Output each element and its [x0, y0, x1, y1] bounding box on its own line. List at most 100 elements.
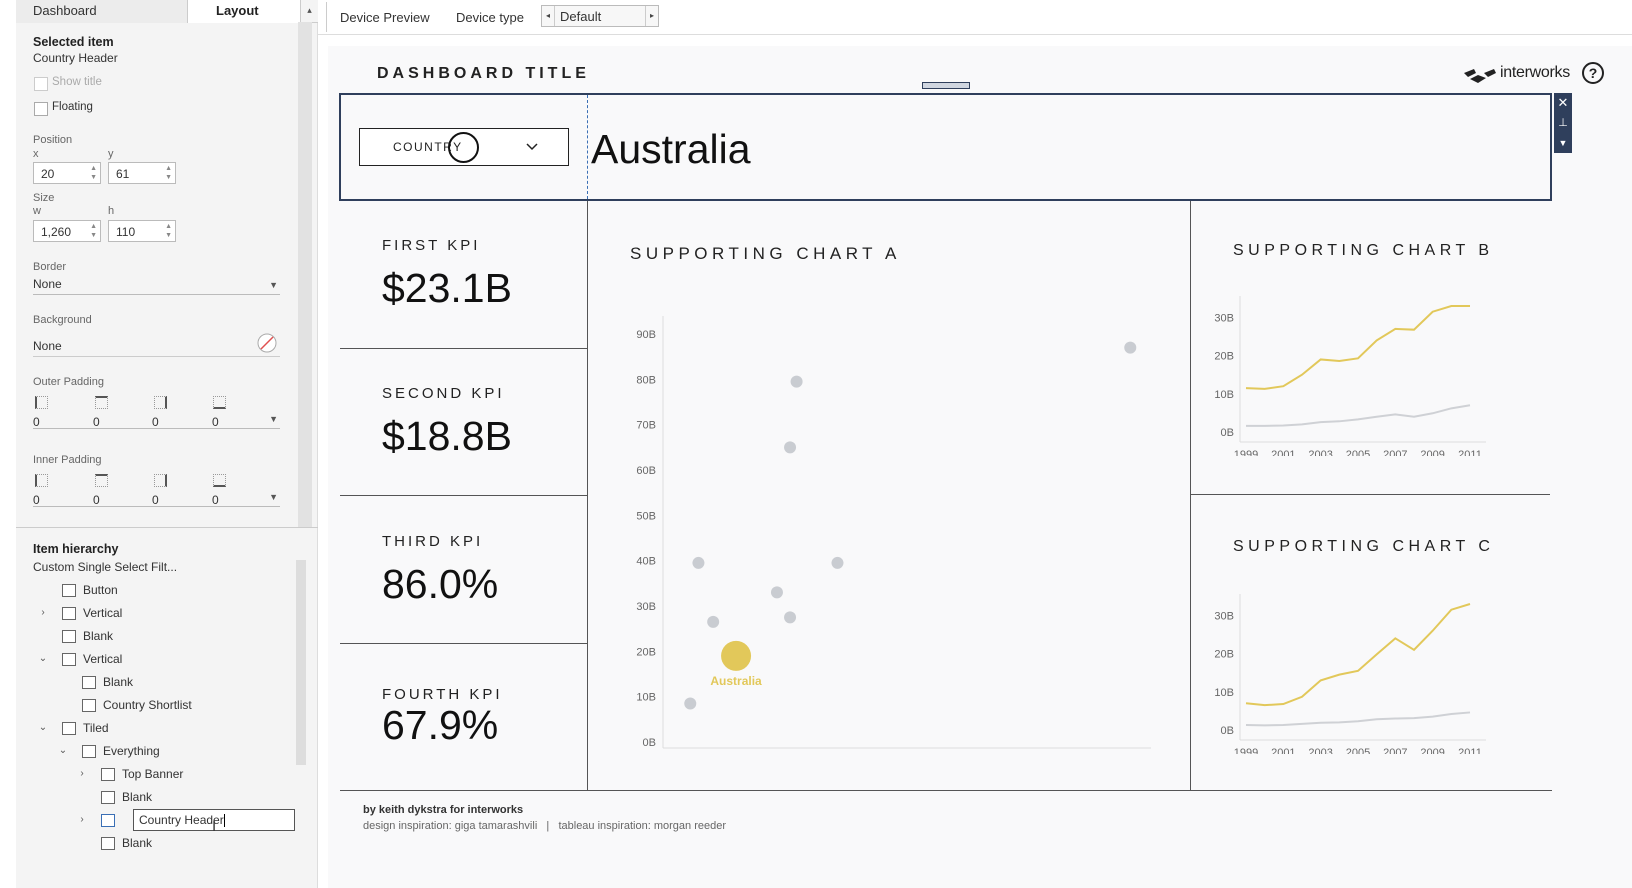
- inner-padding-right[interactable]: 0: [152, 493, 159, 507]
- x-tick-label: 2011: [1458, 449, 1482, 456]
- tab-menu-icon[interactable]: ▴▾: [300, 0, 318, 36]
- tree-item-vertical[interactable]: ⌄ Vertical: [36, 649, 286, 669]
- y-tick-label: 70B: [636, 420, 656, 432]
- y-tick-label: 10B: [1214, 389, 1234, 401]
- position-y-input[interactable]: 61 ▲ ▼: [108, 162, 176, 184]
- country-header-container[interactable]: [339, 93, 1552, 201]
- expand-icon[interactable]: ›: [80, 814, 84, 825]
- y-tick-label: 20B: [1214, 649, 1234, 661]
- inner-padding-bottom[interactable]: 0: [212, 493, 219, 507]
- button-object-icon: [62, 584, 76, 597]
- tree-item-button[interactable]: Button: [36, 580, 286, 600]
- tree-item-label: Blank: [122, 790, 153, 804]
- x-tick-label: 2001: [1271, 449, 1295, 456]
- help-icon[interactable]: ?: [1582, 62, 1604, 84]
- selected-country-line: [1245, 603, 1471, 707]
- tree-item-blank[interactable]: Blank: [36, 626, 286, 646]
- prev-arrow-icon[interactable]: ◂: [542, 6, 555, 26]
- tree-item-blank[interactable]: Blank: [56, 672, 286, 692]
- expand-icon[interactable]: ›: [41, 607, 45, 618]
- tree-item-label: Tiled: [83, 721, 109, 735]
- x-tick-label: 2007: [1383, 747, 1407, 754]
- tree-item-label: Vertical: [83, 652, 123, 666]
- chevron-down-icon: [526, 143, 538, 151]
- dashboard-title: DASHBOARD TITLE: [377, 65, 590, 82]
- size-w-input[interactable]: 1,260 ▲ ▼: [33, 220, 101, 242]
- stepper-icon[interactable]: ▲ ▼: [165, 165, 172, 181]
- rename-input[interactable]: Country Header: [133, 809, 295, 831]
- kpi-value: 86.0%: [382, 561, 499, 607]
- x-tick-label: 2003: [1308, 449, 1332, 456]
- kpi-label: THIRD KPI: [382, 533, 484, 550]
- tree-item-top-banner[interactable]: › Top Banner: [75, 764, 286, 784]
- no-color-swatch-icon[interactable]: [256, 332, 278, 354]
- device-preview-button[interactable]: Device Preview: [340, 10, 430, 25]
- inner-padding-left[interactable]: 0: [33, 493, 40, 507]
- item-hierarchy-heading: Item hierarchy: [33, 542, 119, 556]
- layout-pane: Dashboard Layout ▴▾ Selected item Countr…: [16, 0, 318, 888]
- y-tick-label: 80B: [636, 374, 656, 386]
- collapse-icon[interactable]: ⌄: [58, 745, 68, 756]
- kpi-value: $18.8B: [382, 413, 512, 459]
- outer-padding-left[interactable]: 0: [33, 415, 40, 429]
- tree-item-country-header[interactable]: ›: [75, 810, 135, 830]
- outer-padding-dropdown[interactable]: ▼: [33, 411, 280, 429]
- y-tick-label: 20B: [1214, 351, 1234, 363]
- y-tick-label: 10B: [1214, 687, 1234, 699]
- inner-padding-top[interactable]: 0: [93, 493, 100, 507]
- inner-padding-dropdown[interactable]: ▼: [33, 489, 280, 507]
- stepper-icon[interactable]: ▲ ▼: [90, 223, 97, 239]
- y-tick-label: 90B: [636, 329, 656, 341]
- y-tick-label: 0B: [1221, 725, 1234, 737]
- tab-dashboard[interactable]: Dashboard: [16, 0, 188, 23]
- x-tick-label: 2005: [1346, 747, 1370, 754]
- size-h-input[interactable]: 110 ▲ ▼: [108, 220, 176, 242]
- tab-layout[interactable]: Layout: [188, 0, 300, 23]
- stepper-icon[interactable]: ▲ ▼: [90, 165, 97, 181]
- device-type-select[interactable]: ◂ Default ▸: [541, 5, 659, 27]
- tree-item-tiled[interactable]: ⌄ Tiled: [36, 718, 286, 738]
- divider: [587, 201, 588, 791]
- x-tick-label: 1999: [1234, 747, 1258, 754]
- line-chart-c: 0B 10B 20B 30B 1999 2001 2003 2005 2007 2009 2011: [1214, 594, 1486, 754]
- footer-credits: design inspiration: giga tamarashvili | …: [363, 820, 726, 832]
- padding-top-icon: [95, 396, 108, 409]
- divider: [1190, 201, 1191, 791]
- tree-item-label: Vertical: [83, 606, 123, 620]
- collapse-icon[interactable]: ⌄: [38, 722, 48, 733]
- expand-icon[interactable]: ›: [80, 768, 84, 779]
- stepper-icon[interactable]: ▲ ▼: [165, 223, 172, 239]
- tree-item-country-shortlist[interactable]: Country Shortlist: [56, 695, 286, 715]
- background-dropdown[interactable]: None: [33, 339, 280, 357]
- tree-item-blank[interactable]: Blank: [75, 787, 286, 807]
- position-x-value: 20: [41, 167, 55, 181]
- tree-item-label: Country Shortlist: [103, 698, 192, 712]
- border-dropdown[interactable]: None ▼: [33, 277, 280, 295]
- show-title-checkbox[interactable]: [34, 77, 48, 91]
- tree-item-vertical[interactable]: › Vertical: [36, 603, 286, 623]
- scatter-point: [831, 556, 844, 569]
- container-controls: ✕ ⊥ ▼: [1554, 93, 1572, 153]
- move-handle[interactable]: [922, 82, 970, 89]
- outer-padding-top[interactable]: 0: [93, 415, 100, 429]
- padding-left-icon: [35, 396, 48, 409]
- floating-checkbox[interactable]: [34, 102, 48, 116]
- hierarchy-scrollbar[interactable]: [296, 560, 306, 765]
- more-options-icon[interactable]: ▼: [1558, 138, 1568, 148]
- outer-padding-bottom[interactable]: 0: [212, 415, 219, 429]
- y-tick-label: 30B: [636, 601, 656, 613]
- remove-icon[interactable]: ✕: [1557, 95, 1569, 110]
- position-x-input[interactable]: 20 ▲ ▼: [33, 162, 101, 184]
- tree-item-blank[interactable]: Blank: [75, 833, 286, 853]
- hierarchy-root[interactable]: Custom Single Select Filt...: [33, 560, 178, 574]
- outer-padding-right[interactable]: 0: [152, 415, 159, 429]
- next-arrow-icon[interactable]: ▸: [645, 6, 658, 26]
- tree-item-everything[interactable]: ⌄ Everything: [56, 741, 286, 761]
- rename-value: Country Header: [139, 813, 224, 827]
- pane-scrollbar[interactable]: [298, 22, 312, 527]
- w-label: w: [33, 205, 41, 217]
- collapse-icon[interactable]: ⌄: [38, 653, 48, 664]
- background-label: Background: [33, 314, 92, 326]
- interworks-logo-icon: [1464, 69, 1496, 83]
- pin-icon[interactable]: ⊥: [1558, 117, 1568, 129]
